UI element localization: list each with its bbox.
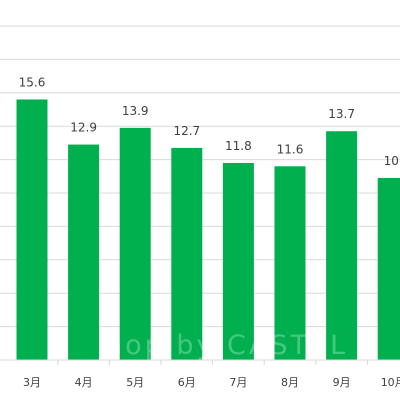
- x-tick-label: 8月: [281, 376, 299, 389]
- x-tick-labels: 3月 4月 5月 6月 7月 8月 9月 10月: [23, 376, 400, 389]
- x-tick-label: 4月: [75, 376, 93, 389]
- bar-9月: [326, 131, 358, 360]
- data-label: 10.: [384, 154, 400, 168]
- data-label: 15.6: [19, 75, 46, 89]
- x-tick-label: 6月: [178, 376, 196, 389]
- data-label: 11.6: [277, 142, 304, 156]
- data-label: 13.7: [328, 107, 355, 121]
- bar-3月: [16, 99, 48, 360]
- data-label: 12.9: [70, 121, 97, 135]
- x-tick-label: 3月: [23, 376, 41, 389]
- data-label: 12.7: [173, 124, 200, 138]
- data-label: 11.8: [225, 139, 252, 153]
- bar-7月: [222, 162, 254, 360]
- bar-4月: [68, 144, 100, 360]
- x-axis: [0, 359, 400, 365]
- x-tick-label: 9月: [333, 376, 351, 389]
- bar-6月: [171, 147, 203, 360]
- bar-10月: [377, 177, 400, 360]
- bar-8月: [274, 166, 306, 360]
- data-label: 13.9: [122, 104, 149, 118]
- data-labels: 15.6 12.9 13.9 12.7 11.8 11.6 13.7 10.: [19, 75, 400, 167]
- x-tick-label: 5月: [126, 376, 144, 389]
- bars: [16, 99, 400, 361]
- bar-5月: [119, 127, 151, 361]
- x-tick-label: 10月: [381, 376, 400, 389]
- x-tick-label: 7月: [229, 376, 247, 389]
